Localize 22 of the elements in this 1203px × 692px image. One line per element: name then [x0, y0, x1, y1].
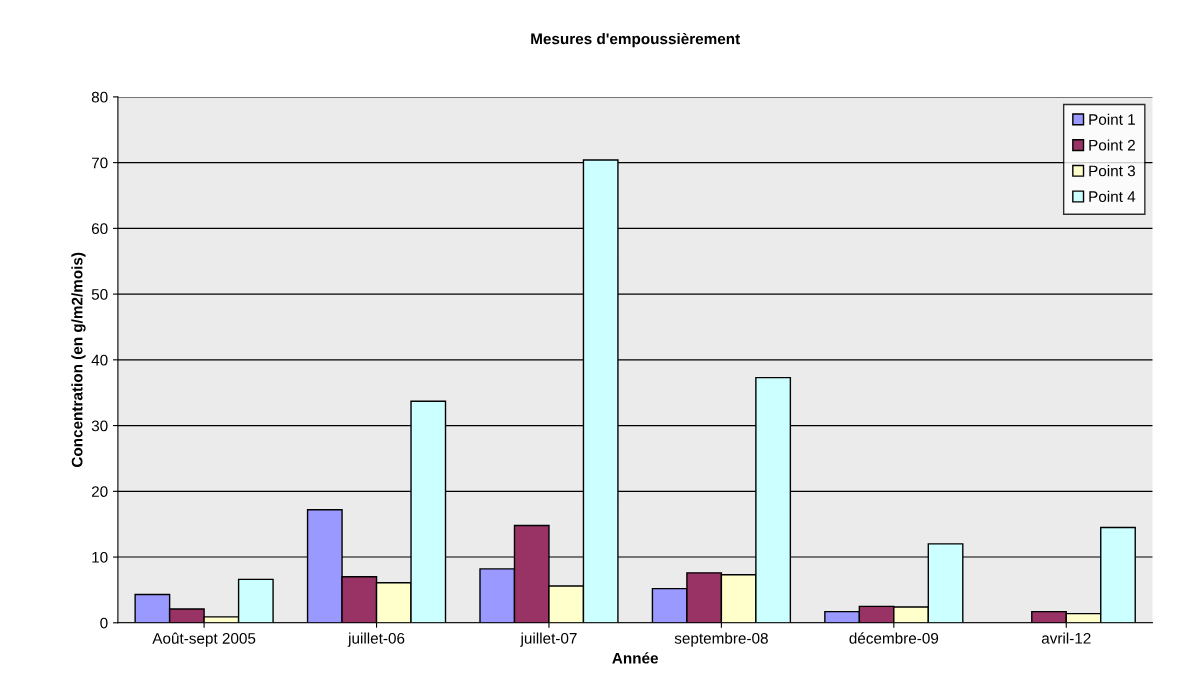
x-tick-label: septembre-08 — [674, 632, 768, 647]
y-tick-label: 40 — [91, 354, 108, 366]
y-tick-label: 30 — [91, 420, 108, 432]
y-tick-label: 60 — [91, 223, 108, 235]
x-tick-label: décembre-09 — [849, 632, 939, 644]
y-tick-label: 70 — [91, 157, 108, 169]
x-tick-label: juillet-07 — [520, 632, 577, 647]
y-tick-label: 80 — [91, 91, 108, 103]
y-tick-label: 10 — [92, 551, 108, 563]
legend-label: Point 3 — [1089, 165, 1135, 177]
y-tick-label: 50 — [91, 288, 108, 300]
y-tick-label: 20 — [91, 486, 108, 498]
legend-label: Point 1 — [1089, 113, 1135, 125]
x-axis-title: Année — [612, 652, 659, 664]
y-axis-title: Concentration (en g/m2/mois) — [71, 252, 86, 468]
chart-title: Mesures d'empoussièrement — [531, 32, 740, 48]
x-tick-label: avril-12 — [1041, 632, 1091, 644]
x-tick-label: juillet-06 — [347, 632, 405, 647]
y-tick-label: 0 — [100, 617, 108, 629]
x-tick-label: Août-sept 2005 — [152, 632, 256, 647]
legend-label: Point 4 — [1089, 190, 1136, 203]
legend-label: Point 2 — [1089, 139, 1135, 151]
